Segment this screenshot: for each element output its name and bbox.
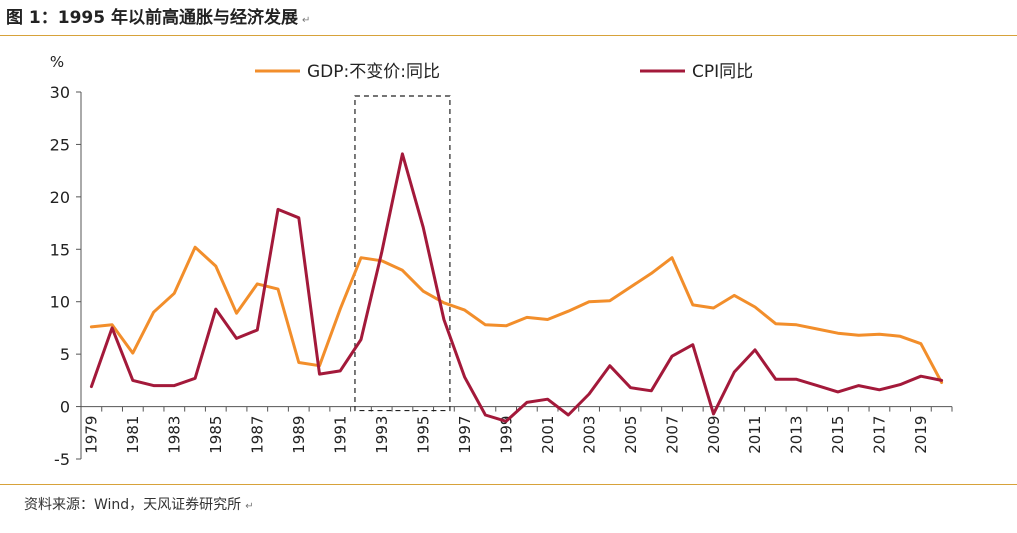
x-tick-label: 2011	[746, 416, 764, 454]
paragraph-mark-icon: ↵	[245, 501, 254, 512]
paragraph-mark-icon: ↵	[301, 15, 311, 26]
y-tick-label: -5	[54, 450, 70, 469]
x-tick-label: 2003	[580, 416, 598, 454]
legend-label-gdp: GDP:不变价:同比	[307, 62, 440, 82]
y-tick-label: 5	[60, 345, 70, 364]
figure-title: 图 1：1995 年以前高通胀与经济发展 ↵	[6, 4, 310, 32]
figure-source: 资料来源：Wind，天风证券研究所 ↵	[24, 494, 254, 514]
legend-label-cpi: CPI同比	[692, 62, 753, 82]
source-divider	[0, 484, 1017, 485]
x-tick-label: 1981	[124, 416, 142, 454]
figure-title-text: 图 1：1995 年以前高通胀与经济发展	[6, 8, 298, 28]
y-tick-label: 0	[60, 398, 70, 417]
x-tick-label: 2009	[705, 416, 723, 454]
x-tick-label: 1983	[166, 416, 184, 454]
y-tick-label: 20	[50, 188, 70, 207]
x-tick-label: 1989	[290, 416, 308, 454]
x-tick-label: 1993	[373, 416, 391, 454]
x-tick-label: 2017	[871, 416, 889, 454]
x-tick-label: 1997	[456, 416, 474, 454]
y-tick-label: 30	[50, 83, 70, 102]
y-tick-label: 25	[50, 135, 70, 154]
chart-series	[89, 152, 944, 423]
x-tick-label: 2005	[622, 416, 640, 454]
y-tick-label: 15	[50, 240, 70, 259]
x-tick-label: 2019	[912, 416, 930, 454]
x-tick-label: 1985	[207, 416, 225, 454]
highlight-rect	[354, 95, 451, 412]
x-tick-label: 2013	[788, 416, 806, 454]
x-tick-label: 1999	[497, 416, 515, 454]
x-tick-label: 2001	[539, 416, 557, 454]
gdp-series-line	[89, 245, 944, 384]
x-tick-label: 2015	[829, 416, 847, 454]
figure-source-text: 资料来源：Wind，天风证券研究所	[24, 497, 242, 513]
chart-legend: GDP:不变价:同比 CPI同比	[255, 62, 753, 82]
y-axis-unit: %	[50, 53, 64, 71]
x-tick-label: 1991	[331, 416, 349, 454]
x-tick-label: 1979	[83, 416, 101, 454]
highlight-box	[354, 95, 451, 412]
title-divider	[0, 35, 1017, 36]
x-tick-label: 1995	[414, 416, 432, 454]
y-tick-label: 10	[50, 293, 70, 312]
x-tick-label: 2007	[663, 416, 681, 454]
cpi-series-line	[89, 152, 944, 423]
x-tick-label: 1987	[249, 416, 267, 454]
